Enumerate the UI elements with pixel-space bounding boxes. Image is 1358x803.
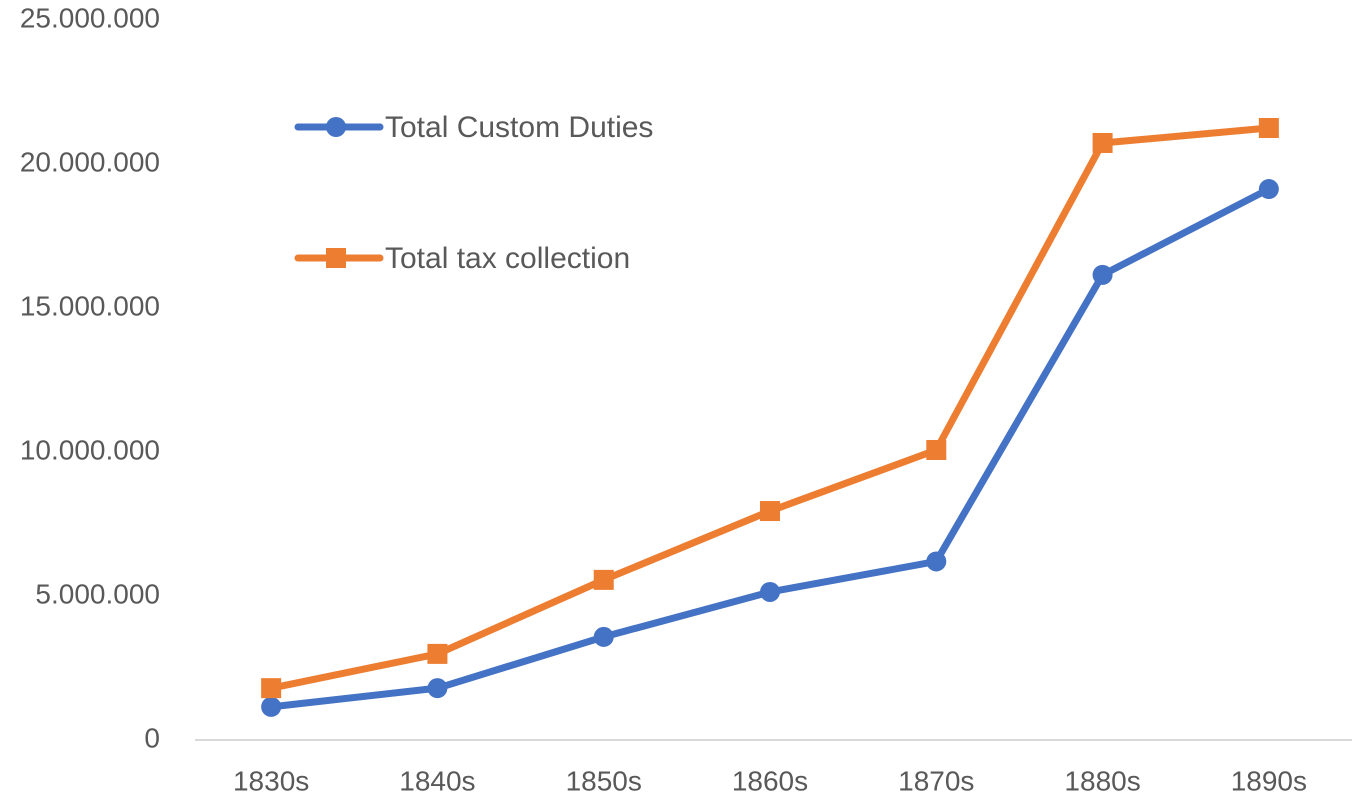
marker xyxy=(1092,132,1113,153)
x-tick-label: 1860s xyxy=(732,765,808,796)
marker xyxy=(1258,179,1279,200)
y-tick-label: 10.000.000 xyxy=(20,434,160,465)
y-tick-label: 20.000.000 xyxy=(20,146,160,177)
marker xyxy=(593,569,614,590)
marker xyxy=(261,696,282,717)
x-tick-label: 1880s xyxy=(1064,765,1140,796)
legend-marker xyxy=(326,117,346,137)
marker xyxy=(261,678,282,699)
y-tick-label: 5.000.000 xyxy=(35,578,160,609)
x-tick-label: 1830s xyxy=(233,765,309,796)
y-tick-label: 0 xyxy=(144,722,160,753)
legend-marker xyxy=(326,248,346,268)
x-tick-label: 1890s xyxy=(1231,765,1307,796)
marker xyxy=(593,626,614,647)
y-tick-label: 25.000.000 xyxy=(20,2,160,33)
marker xyxy=(1258,118,1279,138)
marker xyxy=(926,551,947,572)
marker xyxy=(427,678,448,699)
marker xyxy=(926,439,947,460)
marker xyxy=(1092,264,1113,285)
x-tick-label: 1840s xyxy=(399,765,475,796)
marker xyxy=(427,643,448,664)
legend-label: Total tax collection xyxy=(385,242,630,275)
x-tick-label: 1850s xyxy=(566,765,642,796)
legend-label: Total Custom Duties xyxy=(385,111,653,144)
y-tick-label: 15.000.000 xyxy=(20,290,160,321)
series-line xyxy=(267,124,1273,692)
x-tick-label: 1870s xyxy=(898,765,974,796)
marker xyxy=(760,581,780,602)
marker xyxy=(760,501,780,522)
